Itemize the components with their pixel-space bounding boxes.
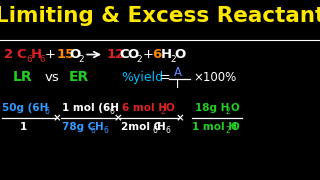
Text: vs: vs xyxy=(45,71,60,84)
Text: =: = xyxy=(159,71,170,84)
Text: 2: 2 xyxy=(79,55,84,64)
Text: O: O xyxy=(128,48,139,61)
Text: O: O xyxy=(70,48,81,61)
Text: LR: LR xyxy=(13,70,32,84)
Text: O: O xyxy=(165,103,174,113)
Text: ×: × xyxy=(176,113,185,123)
Text: H: H xyxy=(95,122,103,132)
Text: H: H xyxy=(161,48,172,61)
Text: O: O xyxy=(175,48,186,61)
Text: 2: 2 xyxy=(170,55,176,64)
Text: H: H xyxy=(157,122,165,132)
Text: T: T xyxy=(174,78,182,91)
Text: 2: 2 xyxy=(137,55,142,64)
Text: 50g (6H: 50g (6H xyxy=(2,103,48,113)
Text: A: A xyxy=(174,66,182,78)
Text: ×: × xyxy=(113,113,122,123)
Text: 2: 2 xyxy=(4,48,13,61)
Text: 6: 6 xyxy=(165,126,170,135)
Text: 6: 6 xyxy=(40,55,45,64)
Text: %yield: %yield xyxy=(122,71,164,84)
Text: 2: 2 xyxy=(161,107,165,116)
Text: Limiting & Excess Reactant: Limiting & Excess Reactant xyxy=(0,6,320,26)
Text: 6: 6 xyxy=(152,48,161,61)
Text: C: C xyxy=(119,48,129,61)
Text: O: O xyxy=(230,103,239,113)
Text: H: H xyxy=(30,48,42,61)
Text: 18g H: 18g H xyxy=(195,103,229,113)
Text: 6: 6 xyxy=(45,107,50,116)
Text: ER: ER xyxy=(69,70,89,84)
Text: C: C xyxy=(17,48,26,61)
Text: 6: 6 xyxy=(90,126,95,135)
Text: 78g C: 78g C xyxy=(62,122,95,132)
Text: 2: 2 xyxy=(226,107,231,116)
Text: 6 mol H: 6 mol H xyxy=(122,103,167,113)
Text: 6: 6 xyxy=(109,107,114,116)
Text: O: O xyxy=(230,122,239,132)
Text: +: + xyxy=(45,48,61,61)
Text: 1: 1 xyxy=(20,122,27,132)
Text: ×100%: ×100% xyxy=(194,71,237,84)
Text: ×: × xyxy=(52,113,61,123)
Text: 12: 12 xyxy=(106,48,124,61)
Text: 6: 6 xyxy=(26,55,32,64)
Text: 1 mol (6H: 1 mol (6H xyxy=(62,103,119,113)
Text: 6: 6 xyxy=(152,126,157,135)
Text: 6: 6 xyxy=(104,126,108,135)
Text: 1 mol H: 1 mol H xyxy=(192,122,237,132)
Text: +: + xyxy=(142,48,153,61)
Text: 15: 15 xyxy=(57,48,75,61)
Text: 2: 2 xyxy=(226,126,231,135)
Text: 2mol C: 2mol C xyxy=(121,122,161,132)
